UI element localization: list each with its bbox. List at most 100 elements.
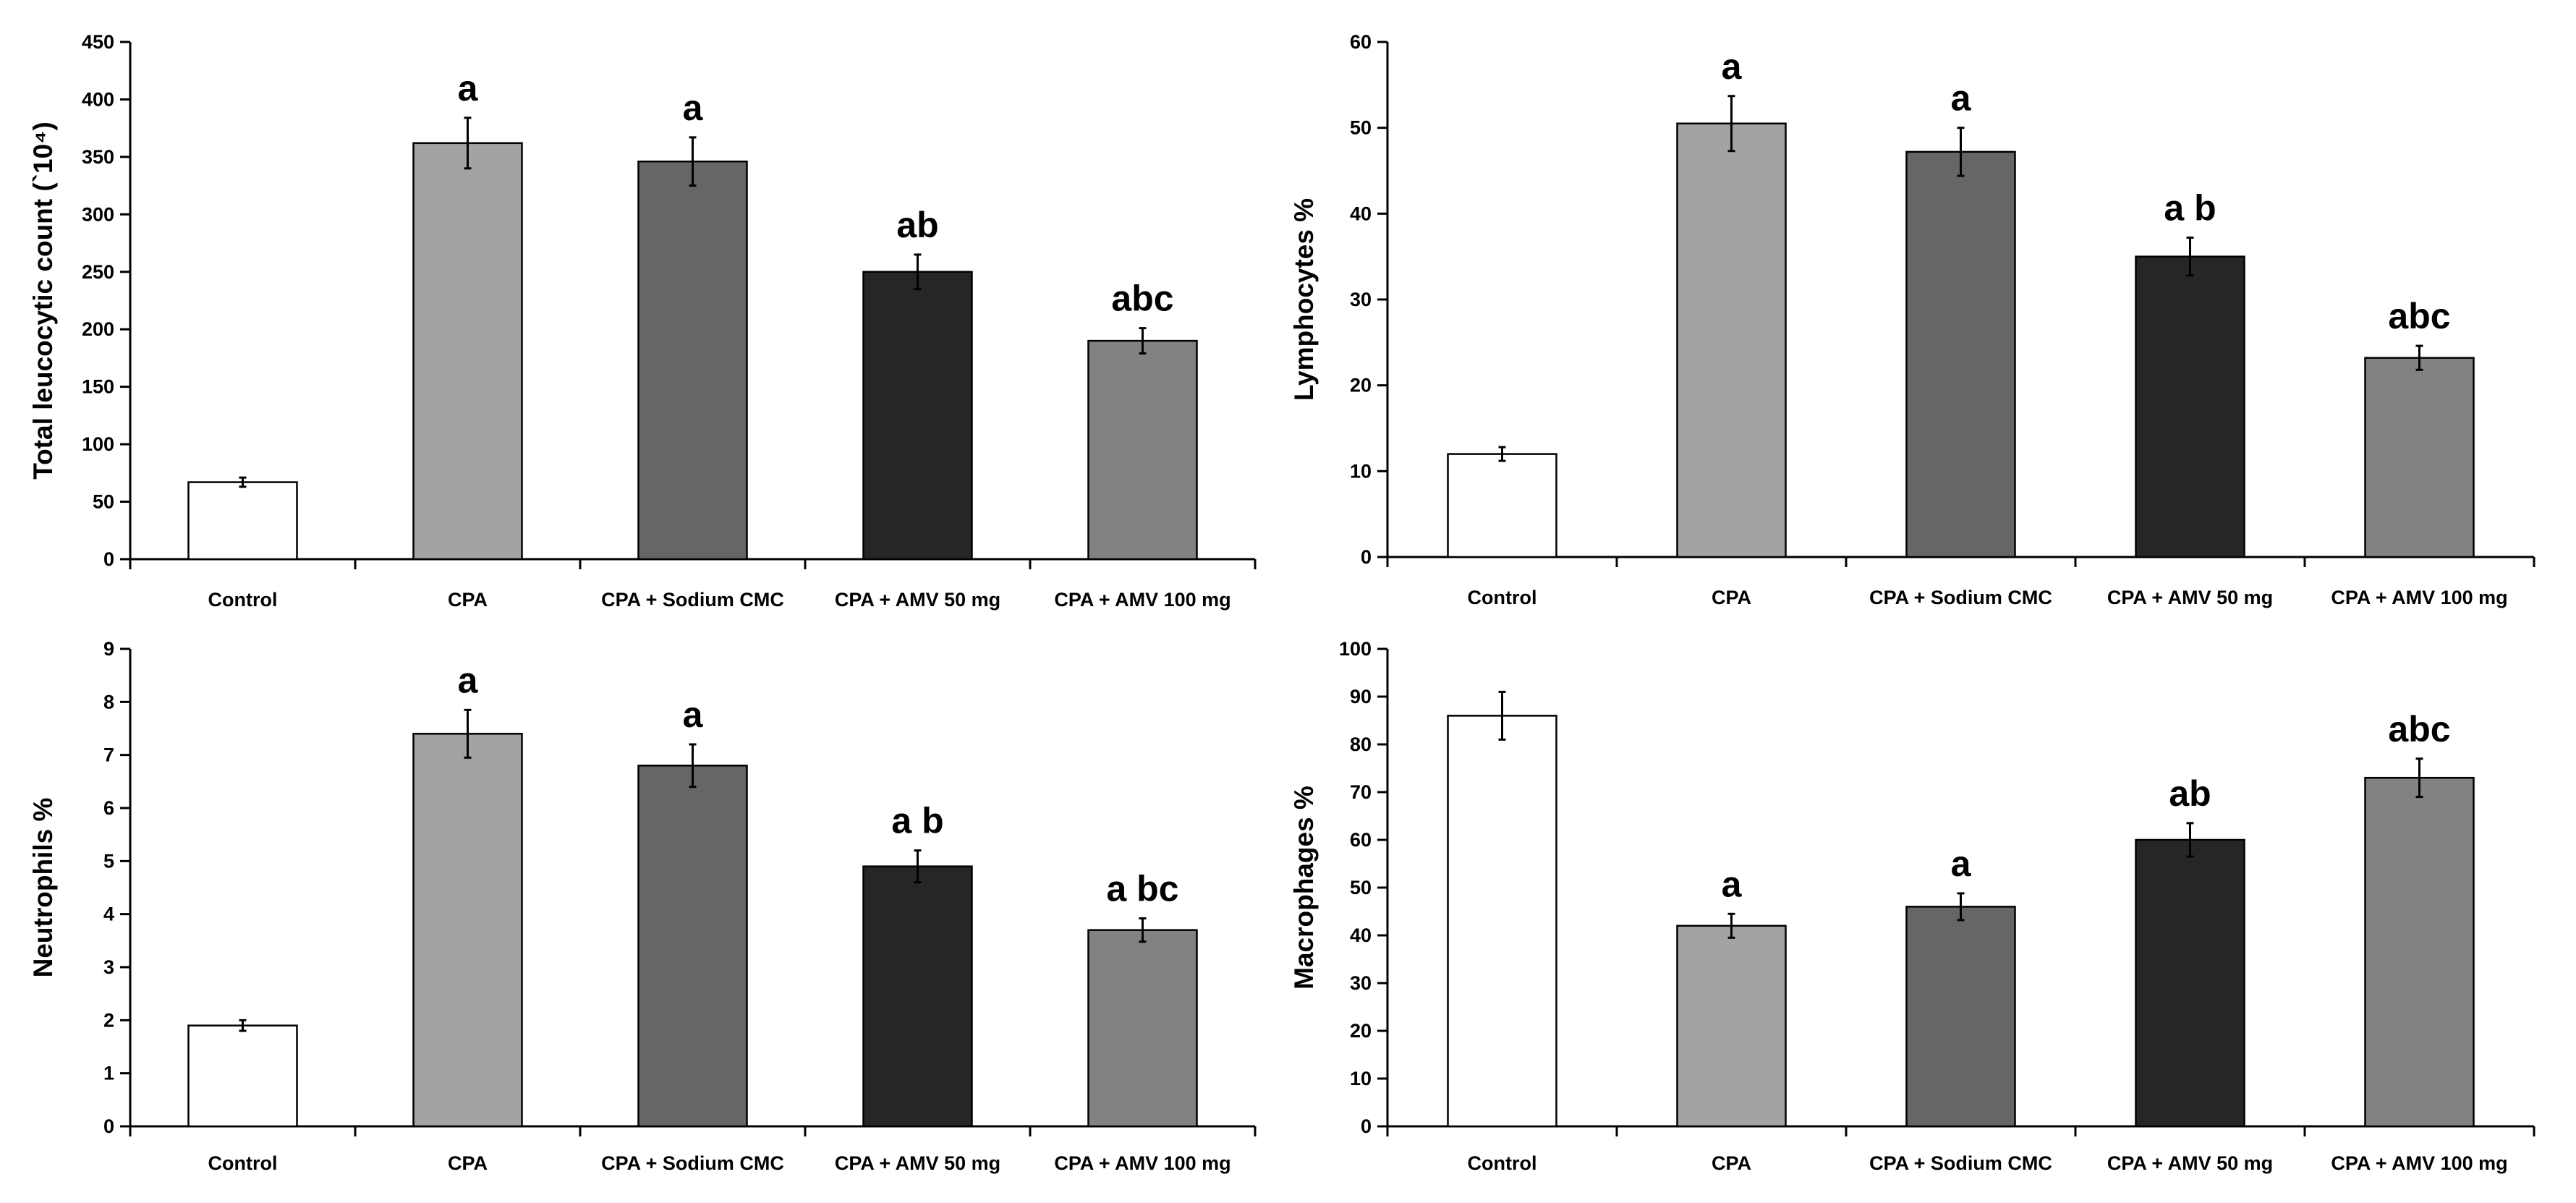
y-tick-label: 60 [1350, 31, 1372, 53]
category-label: CPA + AMV 100 mg [1054, 589, 1230, 611]
category-label: CPA [448, 589, 488, 611]
category-label: CPA + Sodium CMC [1869, 587, 2052, 608]
significance-label: a [683, 88, 704, 128]
category-label: CPA [1712, 1152, 1751, 1174]
bar-2 [1676, 122, 1787, 558]
significance-label: ab [896, 205, 938, 245]
bar-3 [637, 765, 748, 1128]
significance-label: abc [1111, 279, 1173, 319]
y-tick-label: 5 [103, 850, 114, 872]
category-label: CPA [1712, 587, 1751, 608]
bar-1 [1447, 453, 1557, 558]
bar-2 [412, 733, 523, 1128]
significance-label: a [683, 694, 704, 735]
category-label: CPA + Sodium CMC [601, 589, 784, 611]
significance-label: abc [2388, 296, 2450, 336]
category-label: CPA + AMV 50 mg [2107, 587, 2273, 608]
significance-label: a [458, 660, 479, 700]
chart-panel-4: 0 10 20 30 40 50 60 70 80 90 100 Macrophages % Contr… [1289, 638, 2535, 1174]
category-label: Control [208, 1152, 278, 1174]
chart-panel-2: 0 10 20 30 40 50 60 Lymphocytes % Control CPA a CPA… [1289, 31, 2535, 608]
y-tick-label: 30 [1350, 289, 1372, 310]
bar-4 [862, 865, 973, 1128]
y-tick-label: 7 [103, 744, 114, 766]
significance-label: a bc [1106, 869, 1178, 909]
y-tick-label: 150 [82, 376, 114, 398]
y-tick-label: 70 [1350, 781, 1372, 803]
y-tick-label: 3 [103, 956, 114, 978]
category-label: CPA + AMV 50 mg [835, 589, 1000, 611]
y-axis-label: Lymphocytes % [1289, 198, 1319, 401]
y-tick-label: 100 [1339, 638, 1372, 660]
category-label: CPA + Sodium CMC [1869, 1152, 2052, 1174]
bar-3 [637, 160, 748, 561]
y-tick-label: 0 [1361, 1115, 1372, 1137]
bar-5 [1087, 929, 1198, 1128]
significance-label: ab [2169, 773, 2211, 814]
category-label: Control [208, 589, 278, 611]
y-tick-label: 90 [1350, 686, 1372, 707]
bar-5 [2364, 776, 2475, 1128]
significance-label: abc [2388, 709, 2450, 749]
y-tick-label: 50 [1350, 877, 1372, 898]
bar-3 [1905, 150, 2016, 558]
y-tick-label: 80 [1350, 734, 1372, 755]
significance-label: a [458, 68, 479, 109]
y-tick-label: 2 [103, 1009, 114, 1031]
y-tick-label: 0 [1361, 546, 1372, 568]
y-tick-label: 350 [82, 146, 114, 168]
y-tick-label: 40 [1350, 924, 1372, 946]
significance-label: a [1951, 78, 1972, 119]
chart-panel-1: 0 50 100 150 200 250 300 350 400 450 Total leucocy… [28, 31, 1257, 611]
bar-1 [187, 1024, 298, 1128]
category-label: CPA + AMV 100 mg [2331, 1152, 2507, 1174]
y-tick-label: 8 [103, 691, 114, 713]
y-tick-label: 9 [103, 638, 114, 660]
category-label: CPA + AMV 50 mg [835, 1152, 1000, 1174]
chart-panel-3: 0 1 2 3 4 5 6 7 8 9 Neutrophils % Control CPA a CPA + … [28, 638, 1257, 1174]
y-axis-label: Macrophages % [1289, 786, 1319, 990]
category-label: Control [1468, 587, 1537, 608]
bar-4 [2135, 255, 2245, 558]
y-tick-label: 6 [103, 797, 114, 819]
y-tick-label: 20 [1350, 375, 1372, 396]
category-label: CPA + AMV 100 mg [1054, 1152, 1230, 1174]
y-tick-label: 0 [103, 548, 114, 570]
significance-label: a [1951, 843, 1972, 884]
category-label: CPA + Sodium CMC [601, 1152, 784, 1174]
category-label: Control [1468, 1152, 1537, 1174]
category-label: CPA [448, 1152, 488, 1174]
significance-label: a [1722, 864, 1743, 904]
y-tick-label: 60 [1350, 829, 1372, 851]
y-tick-label: 450 [82, 31, 114, 53]
significance-label: a [1722, 46, 1743, 87]
significance-label: a b [2164, 188, 2216, 229]
bar-4 [862, 271, 973, 561]
bar-1 [1447, 715, 1557, 1128]
bar-3 [1905, 906, 2016, 1128]
y-tick-label: 10 [1350, 460, 1372, 482]
y-tick-label: 250 [82, 261, 114, 283]
bar-5 [1087, 339, 1198, 561]
y-tick-label: 4 [103, 904, 114, 925]
category-label: CPA + AMV 100 mg [2331, 587, 2507, 608]
category-label: CPA + AMV 50 mg [2107, 1152, 2273, 1174]
y-axis-label: Neutrophils % [28, 798, 58, 978]
bar-4 [2135, 838, 2245, 1128]
y-tick-label: 300 [82, 203, 114, 225]
y-tick-label: 20 [1350, 1020, 1372, 1042]
y-tick-label: 40 [1350, 203, 1372, 224]
y-tick-label: 30 [1350, 972, 1372, 994]
bar-1 [187, 481, 298, 561]
bar-2 [1676, 924, 1787, 1128]
y-axis-label: Total leucocytic count (`10⁴) [28, 122, 58, 480]
bar-5 [2364, 357, 2475, 558]
bar-2 [412, 142, 523, 561]
y-tick-label: 50 [93, 491, 114, 513]
y-tick-label: 100 [82, 433, 114, 455]
y-tick-label: 200 [82, 318, 114, 340]
y-tick-label: 0 [103, 1115, 114, 1137]
y-tick-label: 1 [103, 1063, 114, 1084]
y-tick-label: 50 [1350, 117, 1372, 139]
